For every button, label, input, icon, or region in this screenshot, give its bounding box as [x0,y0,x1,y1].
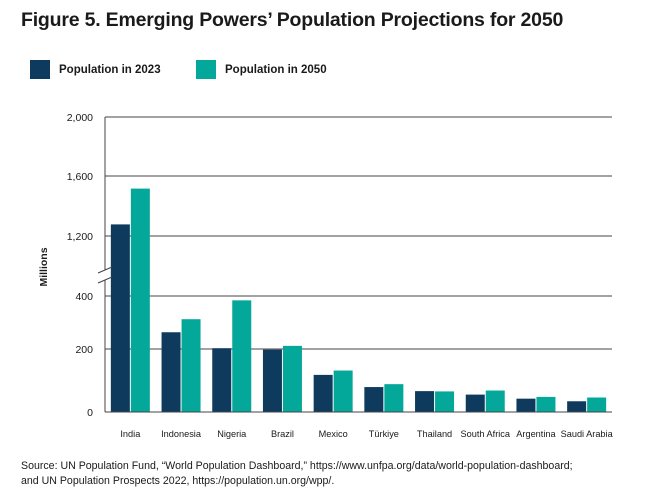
y-tick-label: 1,600 [67,171,93,183]
source-line-2: and UN Population Prospects 2022, https:… [21,475,335,487]
x-tick-label: Türkiye [369,429,399,439]
legend-label-2023: Population in 2023 [59,63,161,76]
bar-2023 [262,349,282,412]
x-tick-label: Argentina [516,429,556,439]
bar-2050 [536,396,556,412]
bar-2050 [435,391,455,412]
y-tick-label: 0 [87,407,93,419]
x-tick-label: Saudi Arabia [561,429,614,439]
legend-swatch-2023 [30,60,50,79]
bar-2023 [212,348,232,412]
bar-2050 [485,390,505,412]
bar-2023 [161,332,181,412]
bar-2023 [567,401,587,412]
bar-2050 [282,345,302,412]
bar-2023 [516,398,536,412]
x-tick-label: India [120,429,141,439]
x-tick-label: Mexico [319,429,348,439]
bar-2023 [415,391,435,412]
bar-2023 [313,374,333,412]
y-tick-label: 400 [75,291,93,303]
x-tick-label: Indonesia [161,429,202,439]
bar-2050 [130,188,150,412]
x-tick-label: Thailand [417,429,452,439]
x-tick-label: Nigeria [217,429,247,439]
legend-item-2023: Population in 2023 [30,60,161,79]
axis-break-mark [97,276,113,284]
chart-title: Figure 5. Emerging Powers’ Population Pr… [21,9,564,31]
y-axis-title: Millions [38,247,50,286]
legend-label-2050: Population in 2050 [225,63,327,76]
axis-break-mark [97,266,113,274]
bar-2050 [587,397,607,412]
y-tick-label: 2,000 [67,112,93,124]
bar-2023 [465,394,485,412]
source-line-1: Source: UN Population Fund, “World Popul… [21,460,573,472]
source-note: Source: UN Population Fund, “World Popul… [21,459,573,489]
bar-chart: 0 200 400 1,200 1,600 2,000 India Indonesia Nige… [38,112,614,439]
bar-2050 [333,370,353,412]
y-tick-label: 1,200 [67,231,93,243]
bar-2023 [364,387,384,412]
y-tick-label: 200 [75,344,93,356]
x-tick-label: Brazil [271,429,294,439]
bar-2023 [110,224,130,412]
legend-swatch-2050 [196,60,216,79]
bar-2050 [384,384,404,412]
legend-item-2050: Population in 2050 [196,60,327,79]
bar-2050 [181,319,201,412]
x-tick-label: South Africa [460,429,510,439]
bar-2050 [232,300,252,412]
